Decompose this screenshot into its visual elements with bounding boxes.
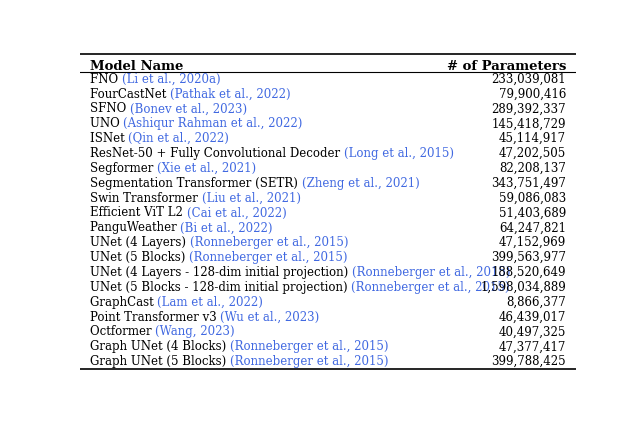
Text: 47,377,417: 47,377,417 [499, 340, 566, 353]
Text: Octformer: Octformer [90, 325, 156, 338]
Text: FourCastNet: FourCastNet [90, 87, 170, 100]
Text: Point Transformer v3: Point Transformer v3 [90, 311, 220, 324]
Text: (Lam et al., 2022): (Lam et al., 2022) [157, 296, 263, 308]
Text: (Ronneberger et al., 2015): (Ronneberger et al., 2015) [352, 266, 511, 279]
Text: 47,152,969: 47,152,969 [499, 236, 566, 249]
Text: GraphCast: GraphCast [90, 296, 157, 308]
Text: 188,520,649: 188,520,649 [492, 266, 566, 279]
Text: 233,039,081: 233,039,081 [492, 73, 566, 86]
Text: (Bonev et al., 2023): (Bonev et al., 2023) [130, 103, 247, 116]
Text: 8,866,377: 8,866,377 [506, 296, 566, 308]
Text: 59,086,083: 59,086,083 [499, 192, 566, 205]
Text: (Long et al., 2015): (Long et al., 2015) [344, 147, 454, 160]
Text: UNO: UNO [90, 117, 124, 130]
Text: 82,208,137: 82,208,137 [499, 162, 566, 175]
Text: 289,392,337: 289,392,337 [492, 103, 566, 116]
Text: Segmentation Transformer (SETR): Segmentation Transformer (SETR) [90, 177, 301, 190]
Text: (Wu et al., 2023): (Wu et al., 2023) [220, 311, 319, 324]
Text: Graph UNet (5 Blocks): Graph UNet (5 Blocks) [90, 355, 230, 368]
Text: 399,563,977: 399,563,977 [491, 251, 566, 264]
Text: Segformer: Segformer [90, 162, 157, 175]
Text: ResNet-50 + Fully Convolutional Decoder: ResNet-50 + Fully Convolutional Decoder [90, 147, 344, 160]
Text: 64,247,821: 64,247,821 [499, 222, 566, 234]
Text: Swin Transformer: Swin Transformer [90, 192, 202, 205]
Text: Graph UNet (4 Blocks): Graph UNet (4 Blocks) [90, 340, 230, 353]
Text: UNet (5 Blocks - 128-dim initial projection): UNet (5 Blocks - 128-dim initial project… [90, 281, 351, 294]
Text: (Li et al., 2020a): (Li et al., 2020a) [122, 73, 220, 86]
Text: UNet (4 Layers): UNet (4 Layers) [90, 236, 189, 249]
Text: 40,497,325: 40,497,325 [499, 325, 566, 338]
Text: Model Name: Model Name [90, 60, 183, 73]
Text: (Wang, 2023): (Wang, 2023) [156, 325, 235, 338]
Text: (Ronneberger et al., 2015): (Ronneberger et al., 2015) [189, 236, 348, 249]
Text: (Ronneberger et al., 2015): (Ronneberger et al., 2015) [351, 281, 510, 294]
Text: PanguWeather: PanguWeather [90, 222, 180, 234]
Text: (Liu et al., 2021): (Liu et al., 2021) [202, 192, 301, 205]
Text: (Xie et al., 2021): (Xie et al., 2021) [157, 162, 256, 175]
Text: UNet (4 Layers - 128-dim initial projection): UNet (4 Layers - 128-dim initial project… [90, 266, 352, 279]
Text: (Cai et al., 2022): (Cai et al., 2022) [186, 206, 286, 219]
Text: (Ronneberger et al., 2015): (Ronneberger et al., 2015) [189, 251, 348, 264]
Text: 145,418,729: 145,418,729 [492, 117, 566, 130]
Text: ISNet: ISNet [90, 132, 129, 145]
Text: 45,114,917: 45,114,917 [499, 132, 566, 145]
Text: FNO: FNO [90, 73, 122, 86]
Text: 46,439,017: 46,439,017 [499, 311, 566, 324]
Text: # of Parameters: # of Parameters [447, 60, 566, 73]
Text: (Pathak et al., 2022): (Pathak et al., 2022) [170, 87, 291, 100]
Text: (Ronneberger et al., 2015): (Ronneberger et al., 2015) [230, 340, 388, 353]
Text: (Bi et al., 2022): (Bi et al., 2022) [180, 222, 273, 234]
Text: 343,751,497: 343,751,497 [492, 177, 566, 190]
Text: Efficient ViT L2: Efficient ViT L2 [90, 206, 186, 219]
Text: 1,598,034,889: 1,598,034,889 [481, 281, 566, 294]
Text: 47,202,505: 47,202,505 [499, 147, 566, 160]
Text: SFNO: SFNO [90, 103, 130, 116]
Text: 399,788,425: 399,788,425 [492, 355, 566, 368]
Text: 79,900,416: 79,900,416 [499, 87, 566, 100]
Text: (Ashiqur Rahman et al., 2022): (Ashiqur Rahman et al., 2022) [124, 117, 303, 130]
Text: (Qin et al., 2022): (Qin et al., 2022) [129, 132, 229, 145]
Text: (Zheng et al., 2021): (Zheng et al., 2021) [301, 177, 419, 190]
Text: 51,403,689: 51,403,689 [499, 206, 566, 219]
Text: (Ronneberger et al., 2015): (Ronneberger et al., 2015) [230, 355, 388, 368]
Text: UNet (5 Blocks): UNet (5 Blocks) [90, 251, 189, 264]
